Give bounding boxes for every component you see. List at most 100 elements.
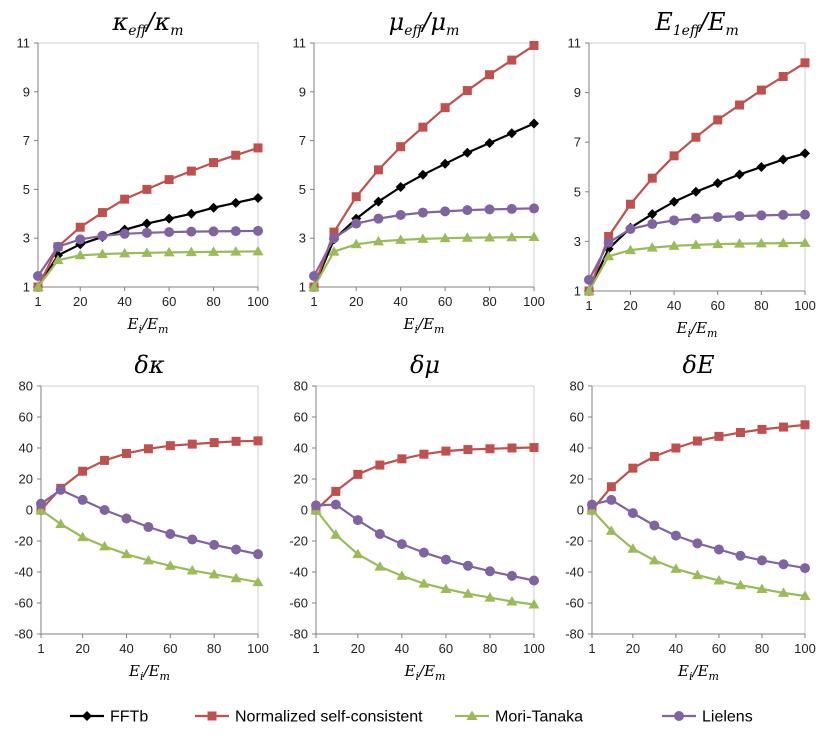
x-tick-label: 100	[247, 641, 269, 656]
x-axis-label: Ei/Em	[404, 662, 446, 683]
data-point-mori-tanaka	[799, 237, 811, 247]
x-axis-label: Ei/Em	[127, 315, 169, 336]
y-tick-label: 3	[574, 234, 581, 249]
series-line-lielens	[591, 498, 806, 570]
series-line-lielens	[315, 503, 535, 582]
y-tick-label: 1	[574, 284, 581, 299]
data-point-mori-tanaka	[461, 232, 473, 242]
x-tick-label: 40	[395, 641, 409, 656]
y-tick-label: -60	[289, 596, 308, 611]
y-tick-label: 11	[568, 36, 582, 51]
data-point-lielens	[99, 505, 110, 515]
y-tick-label: 20	[570, 472, 584, 487]
data-point-lielens	[647, 219, 658, 230]
x-tick-label: 100	[523, 641, 545, 656]
data-point-lielens	[396, 539, 407, 550]
data-point-mori-tanaka	[252, 245, 264, 256]
y-tick-label: 7	[299, 133, 306, 148]
y-tick-label: -40	[289, 565, 308, 580]
plot-frame	[316, 385, 535, 634]
data-point-normalized-self-consistent	[231, 150, 241, 160]
data-point-lielens	[253, 549, 263, 560]
x-tick-label: 80	[206, 294, 220, 309]
data-point-lielens	[97, 230, 108, 241]
panel-title: μeff/μm	[389, 8, 460, 39]
data-point-mori-tanaka	[141, 247, 153, 257]
data-point-lielens	[649, 520, 660, 531]
data-point-lielens	[627, 508, 638, 519]
panel-title: δκ	[134, 351, 164, 379]
data-point-lielens	[462, 205, 473, 216]
plot-frame	[592, 385, 806, 634]
data-point-mori-tanaka	[230, 572, 242, 583]
legend-marker-circle	[674, 711, 684, 721]
chart-panel-4: -80 -60 -40 -20 0 20 40 60 80 1 20 40 60 80 100 δκ Ei/Em	[14, 351, 269, 683]
data-point-mori-tanaka	[506, 231, 518, 242]
data-point-lielens	[587, 499, 597, 510]
series-mori-tanaka	[583, 237, 811, 295]
data-point-lielens	[231, 544, 242, 555]
data-point-normalized-self-consistent	[440, 103, 450, 113]
data-point-normalized-self-consistent	[253, 436, 263, 446]
data-point-lielens	[735, 550, 746, 561]
y-tick-label: -80	[565, 627, 584, 642]
series-lielens	[311, 499, 539, 586]
data-point-fftb	[712, 178, 723, 189]
chart-panel-6: -80 -60 -40 -20 0 20 40 60 80 1 20 40 60 80 100 δE Ei/Em	[565, 351, 816, 683]
data-point-lielens	[603, 237, 614, 248]
legend-item-lielens: Lielens	[662, 709, 753, 726]
y-tick-label: 5	[23, 182, 30, 197]
data-point-lielens	[330, 499, 341, 510]
data-point-fftb	[647, 209, 658, 220]
data-point-mori-tanaka	[99, 540, 111, 551]
data-point-normalized-self-consistent	[253, 143, 263, 153]
y-tick-label: 80	[294, 379, 308, 394]
data-point-lielens	[756, 555, 767, 566]
data-point-fftb	[756, 162, 767, 172]
x-tick-label: 100	[523, 294, 545, 309]
data-point-mori-tanaka	[308, 281, 320, 291]
x-tick-label: 60	[162, 294, 176, 309]
data-point-lielens	[141, 227, 152, 238]
data-point-lielens	[417, 207, 428, 218]
data-point-normalized-self-consistent	[691, 132, 701, 142]
y-tick-label: -20	[14, 534, 33, 549]
data-point-mori-tanaka	[691, 569, 703, 580]
data-point-normalized-self-consistent	[396, 142, 406, 152]
data-point-normalized-self-consistent	[462, 86, 472, 96]
data-point-lielens	[529, 575, 539, 586]
data-point-mori-tanaka	[603, 250, 615, 261]
data-point-mori-tanaka	[52, 254, 64, 265]
plot-frame	[38, 42, 259, 287]
y-tick-label: 5	[574, 184, 581, 199]
data-point-normalized-self-consistent	[373, 165, 383, 175]
x-tick-label: 40	[667, 298, 681, 313]
data-point-normalized-self-consistent	[757, 424, 767, 434]
data-point-mori-tanaka	[417, 233, 429, 243]
data-point-lielens	[584, 274, 594, 285]
y-tick-label: 0	[26, 503, 33, 518]
data-point-mori-tanaka	[230, 246, 242, 256]
series-normalized-self-consistent	[311, 443, 539, 515]
data-point-lielens	[692, 538, 703, 549]
x-tick-label: 100	[794, 298, 816, 313]
data-point-mori-tanaka	[418, 578, 430, 588]
data-point-mori-tanaka	[755, 237, 767, 248]
series-line-mori-tanaka	[313, 235, 535, 288]
data-point-normalized-self-consistent	[142, 184, 152, 194]
y-tick-label: -80	[289, 627, 308, 642]
data-point-normalized-self-consistent	[778, 422, 788, 432]
series-lielens	[584, 209, 810, 285]
data-point-normalized-self-consistent	[714, 431, 724, 441]
data-point-normalized-self-consistent	[713, 115, 723, 125]
x-tick-label: 40	[393, 294, 407, 309]
data-point-fftb	[417, 169, 428, 180]
x-tick-label: 100	[247, 294, 269, 309]
x-tick-label: 40	[117, 294, 131, 309]
data-point-lielens	[800, 209, 810, 220]
y-tick-label: -80	[14, 627, 33, 642]
data-point-fftb	[529, 118, 539, 129]
data-point-normalized-self-consistent	[507, 55, 517, 65]
data-point-mori-tanaka	[328, 246, 340, 256]
